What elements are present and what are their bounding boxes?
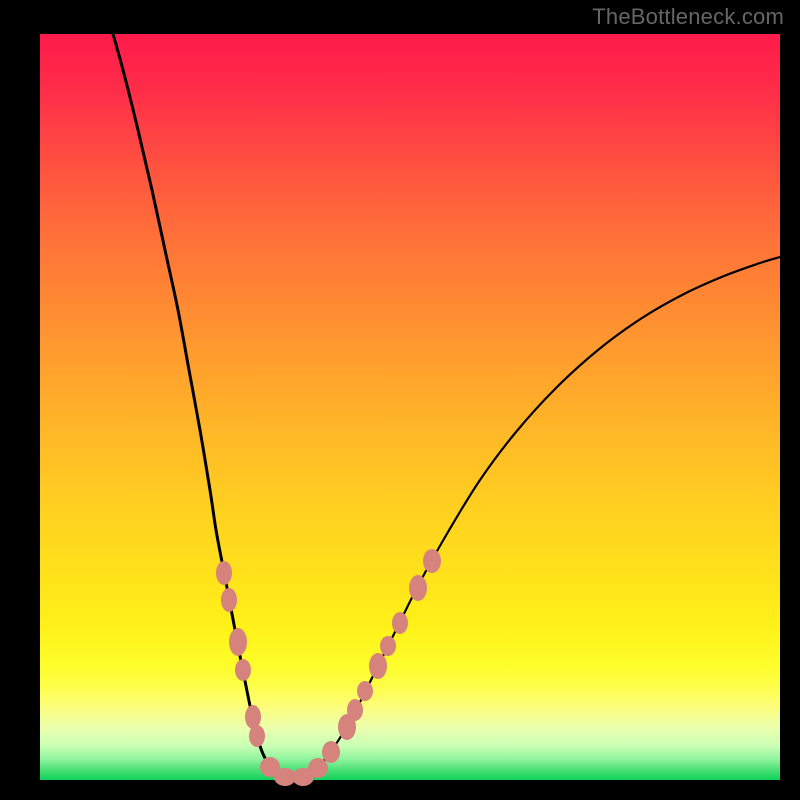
data-marker <box>409 575 427 601</box>
data-marker <box>221 588 237 612</box>
data-marker <box>357 681 373 701</box>
data-marker <box>229 628 247 656</box>
data-marker <box>308 758 328 778</box>
data-marker <box>380 636 396 656</box>
data-marker <box>392 612 408 634</box>
watermark-text: TheBottleneck.com <box>592 4 784 30</box>
data-marker <box>216 561 232 585</box>
plot-area-rect <box>40 34 780 780</box>
data-marker <box>322 741 340 763</box>
figure-root: TheBottleneck.com <box>0 0 800 800</box>
data-marker <box>369 653 387 679</box>
data-marker <box>347 699 363 721</box>
data-marker <box>423 549 441 573</box>
data-marker <box>249 725 265 747</box>
chart-svg <box>0 0 800 800</box>
data-marker <box>235 659 251 681</box>
